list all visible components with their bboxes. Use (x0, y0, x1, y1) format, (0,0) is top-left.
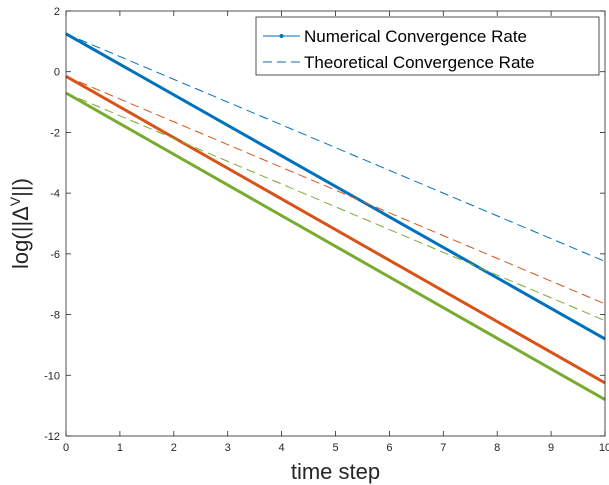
legend-marker-numerical (279, 34, 284, 38)
x-tick-label: 2 (171, 442, 177, 454)
x-tick-label: 8 (494, 442, 500, 454)
x-tick-label: 6 (386, 442, 392, 454)
legend-label-numerical: Numerical Convergence Rate (304, 27, 527, 46)
y-tick-label: -4 (50, 188, 60, 200)
x-tick-label: 0 (63, 442, 69, 454)
x-tick-label: 5 (332, 442, 338, 454)
series-line-theoretical-4 (65, 75, 606, 305)
series-line-numerical-2 (65, 91, 606, 401)
x-tick-label: 7 (440, 442, 446, 454)
x-axis-label: time step (291, 459, 380, 484)
x-tick-label: 4 (279, 442, 285, 454)
y-tick-label: -10 (44, 370, 60, 382)
plot-lines (65, 32, 606, 401)
y-tick-label: -12 (44, 431, 60, 443)
x-tick-label: 10 (599, 442, 609, 454)
series-line-theoretical-5 (65, 92, 606, 322)
y-tick-label: 2 (54, 6, 60, 18)
y-tick-label: -6 (50, 249, 60, 261)
y-tick-label: 0 (54, 67, 60, 79)
legend-entry-theoretical: Theoretical Convergence Rate (263, 53, 535, 72)
x-tick-label: 3 (225, 442, 231, 454)
y-tick-label: -8 (50, 310, 60, 322)
y-tick-label: -2 (50, 127, 60, 139)
x-tick-label: 1 (117, 442, 123, 454)
legend-box (255, 16, 600, 76)
series-line-numerical-1 (65, 74, 606, 385)
legend: Numerical Convergence Rate Theoretical C… (255, 16, 600, 76)
x-tick-label: 9 (548, 442, 554, 454)
legend-entry-numerical: Numerical Convergence Rate (263, 27, 527, 46)
legend-label-theoretical: Theoretical Convergence Rate (304, 53, 535, 72)
axis-ticks: 0 1 2 3 4 5 6 7 8 9 10 2 0 -2 -4 -6 -8 -10 -12 (44, 6, 609, 454)
series-line-numerical-0 (65, 32, 606, 341)
y-axis-label: log(||ΔV||) (7, 178, 33, 269)
